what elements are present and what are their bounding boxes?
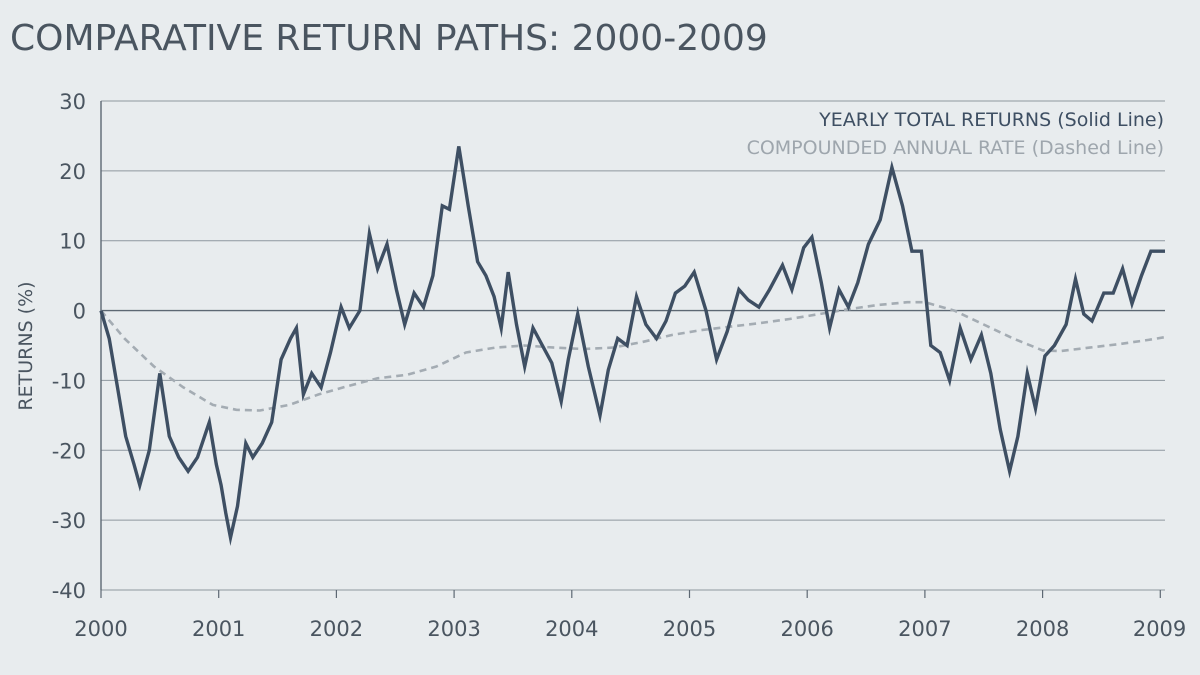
y-tick-label: -20 [52,439,86,463]
x-tick-label: 2009 [1133,617,1186,641]
y-axis-label: RETURNS (%) [15,281,37,410]
grid-lines [101,100,1165,591]
axes [100,101,1161,598]
x-tick-labels: 2000 2001 2002 2003 2004 2005 2006 2007 2008 2009 [74,617,1186,641]
y-tick-label: -10 [52,369,86,393]
series-lines [99,146,1166,546]
y-tick-label: 20 [59,160,86,184]
legend: YEARLY TOTAL RETURNS (Solid Line) COMPOUN… [747,109,1164,159]
x-tick-label: 2000 [74,617,127,641]
x-tick-label: 2003 [427,617,480,641]
x-tick-label: 2008 [1016,617,1069,641]
y-tick-label: 10 [59,230,86,254]
y-tick-labels: -40 -30 -20 -10 0 10 20 30 [52,90,86,603]
legend-entry: COMPOUNDED ANNUAL RATE (Dashed Line) [747,137,1164,159]
x-tick-label: 2005 [663,617,716,641]
y-tick-label: 0 [73,300,86,324]
y-tick-label: -40 [52,579,86,603]
y-tick-label: 30 [59,90,86,114]
x-tick-label: 2007 [898,617,951,641]
x-tick-label: 2006 [780,617,833,641]
series-line-yearly-total-returns [99,146,1165,546]
x-tick-label: 2004 [545,617,598,641]
series-line-compounded-annual-rate [100,300,1166,412]
chart-title: COMPARATIVE RETURN PATHS: 2000-2009 [10,18,768,59]
y-tick-label: -30 [52,509,86,533]
legend-entry: YEARLY TOTAL RETURNS (Solid Line) [818,109,1164,131]
x-tick-label: 2002 [310,617,363,641]
x-tick-label: 2001 [192,617,245,641]
